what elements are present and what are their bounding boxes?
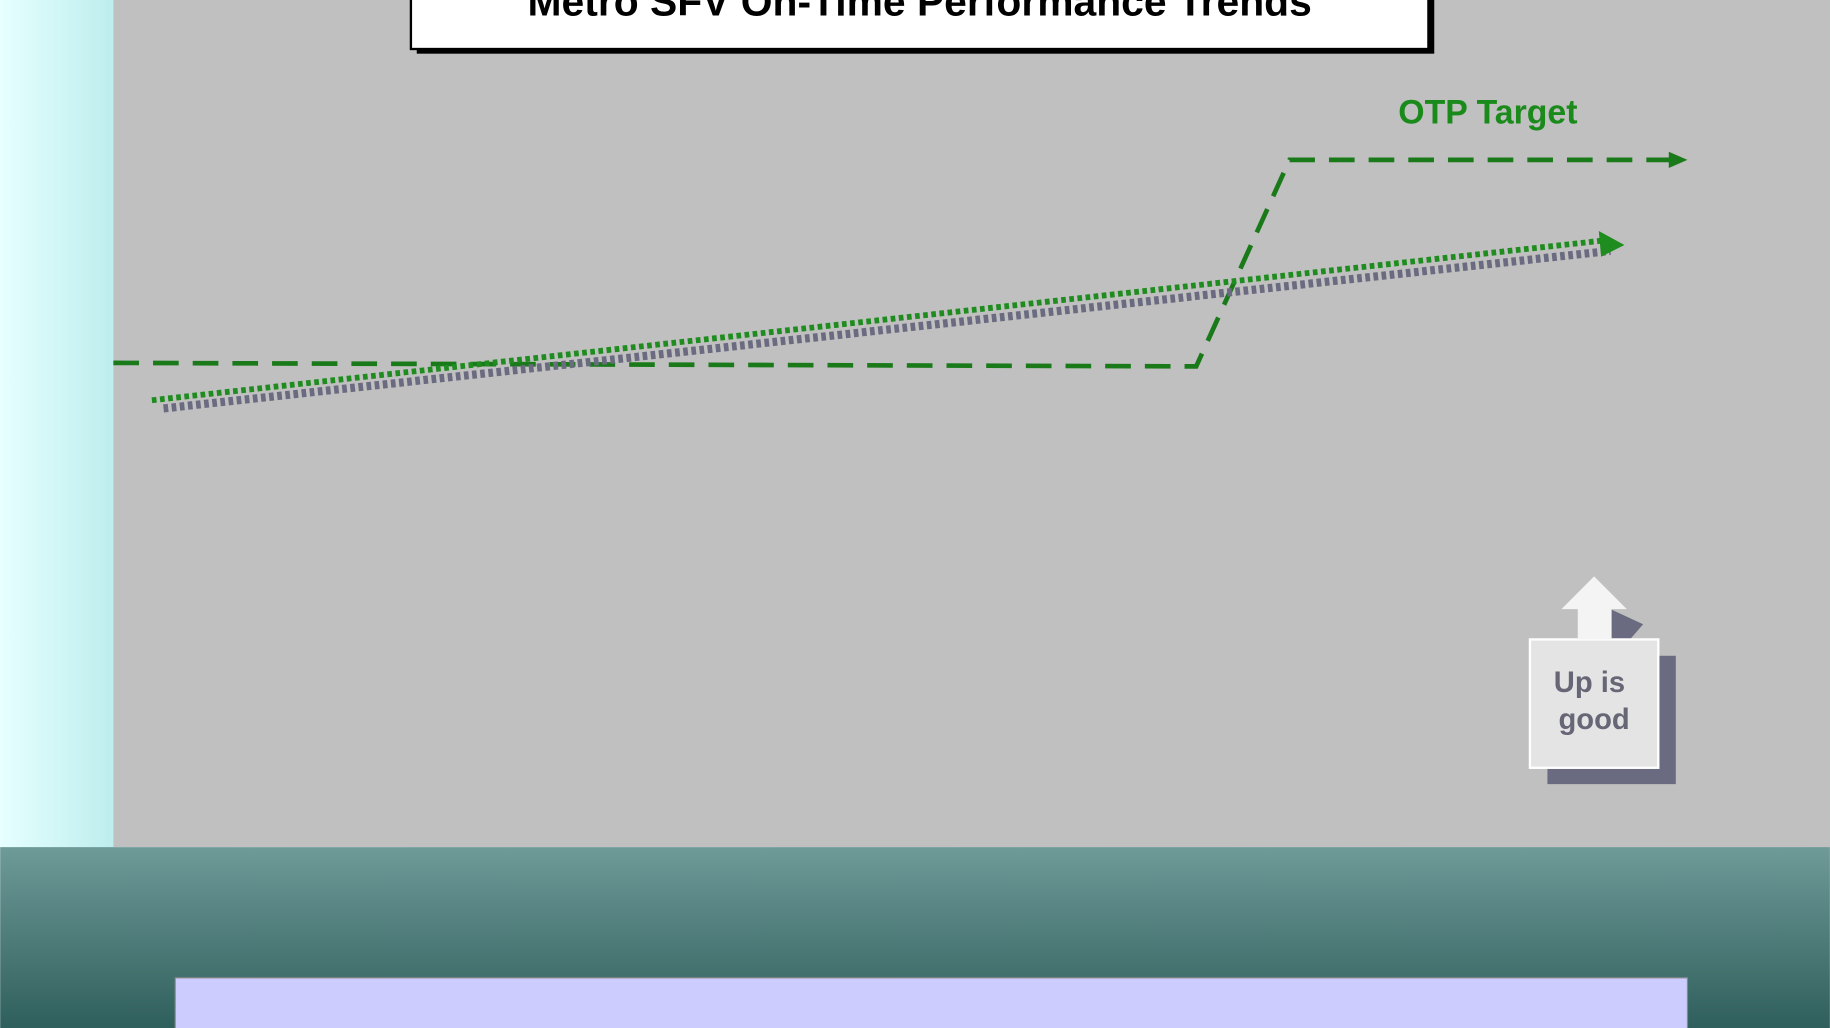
up-is-good: Up is good bbox=[1528, 576, 1676, 785]
target-arrow bbox=[1668, 151, 1688, 169]
trend-line bbox=[163, 246, 1611, 413]
callout-box bbox=[1528, 638, 1660, 769]
annotation: OTP Target bbox=[1398, 93, 1577, 131]
trend-arrow bbox=[1598, 231, 1625, 257]
annotation: Up is good bbox=[1554, 666, 1630, 735]
title-box bbox=[409, 0, 1430, 51]
up-arrow bbox=[1561, 576, 1627, 640]
trend-line bbox=[151, 237, 1605, 404]
legend bbox=[174, 977, 1689, 1028]
target-line bbox=[113, 157, 1681, 369]
annotation-line: good bbox=[1558, 704, 1629, 736]
chart-title: Metro SFV On-Time Performance Trends bbox=[528, 0, 1312, 24]
annotation-line: Up is bbox=[1554, 666, 1625, 698]
